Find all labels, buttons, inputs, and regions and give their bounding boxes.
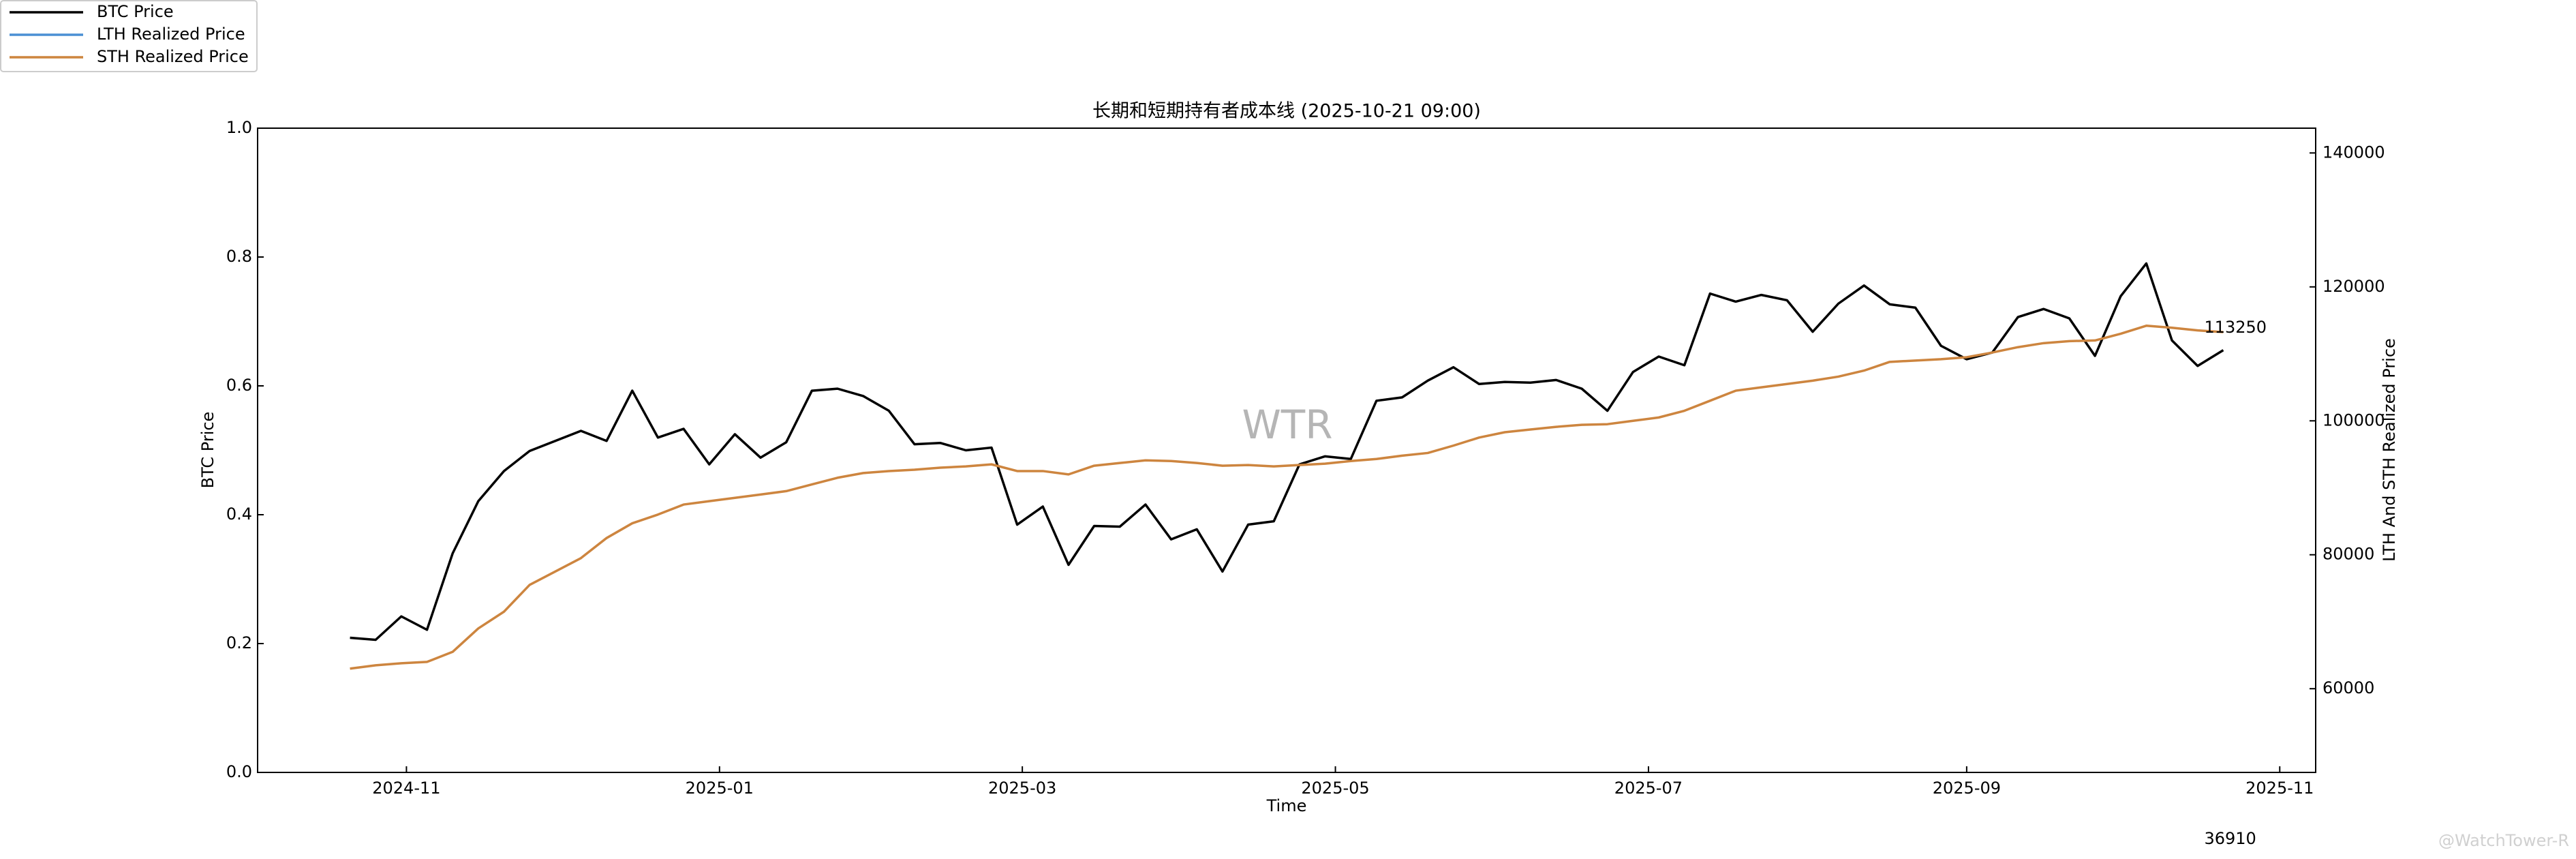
series-line [350,262,2224,642]
y-tick-label: 0.4 [226,504,252,524]
x-tick-label: 2025-09 [1933,779,2001,798]
y-tick-label: 0.2 [226,633,252,652]
y2-tick-label: 60000 [2322,678,2374,697]
x-tick-label: 2024-11 [372,779,440,798]
y-tick-label: 0.8 [226,247,252,266]
x-tick-label: 2025-03 [988,779,1056,798]
y2-tick-label: 120000 [2322,277,2385,296]
y-tick-label: 0.0 [226,762,252,781]
y-tick-label: 1.0 [226,118,252,137]
annotation: 36910 [2204,829,2256,848]
series-line [350,325,2224,670]
y2-tick-label: 140000 [2322,142,2385,162]
chart-title: 长期和短期持有者成本线 (2025-10-21 09:00) [1092,101,1481,122]
legend-label: STH Realized Price [97,47,249,66]
x-tick-label: 2025-01 [686,779,754,798]
credit: @WatchTower-R [2438,831,2569,850]
x-tick-label: 2025-11 [2245,779,2314,798]
x-tick-label: 2025-07 [1614,779,1683,798]
plot-frame [257,127,2316,773]
series-line [350,843,2224,859]
y-tick-label: 0.6 [226,376,252,395]
y-axis-label: BTC Price [198,412,217,489]
legend-label: LTH Realized Price [97,25,245,44]
x-tick-label: 2025-05 [1301,779,1369,798]
y2-axis-label: LTH And STH Realized Price [2380,338,2399,562]
watermark: WTR [1242,402,1332,448]
y2-tick-label: 100000 [2322,410,2385,430]
legend-label: BTC Price [97,2,174,21]
y2-tick-label: 80000 [2322,545,2374,564]
legend-box [0,0,258,72]
plot-area [350,262,2224,859]
x-axis-label: Time [1266,796,1307,815]
legend: BTC Price LTH Realized Price STH Realized … [10,2,249,66]
annotation: 113250 [2204,318,2267,337]
